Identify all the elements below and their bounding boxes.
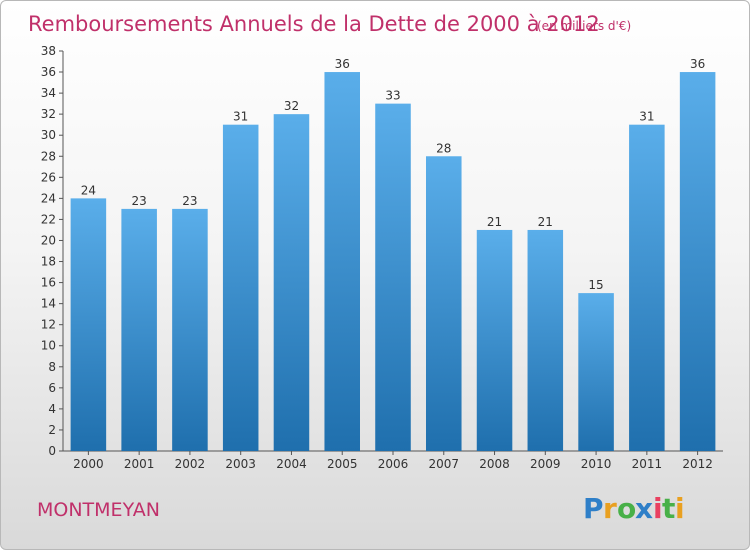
y-tick-label: 6 bbox=[48, 381, 56, 395]
bar bbox=[222, 124, 259, 452]
y-tick-label: 14 bbox=[41, 297, 56, 311]
bar-value-label: 21 bbox=[538, 215, 553, 229]
bar bbox=[273, 114, 310, 451]
x-tick-label: 2000 bbox=[73, 457, 104, 471]
bar-value-label: 23 bbox=[132, 194, 147, 208]
bar-value-label: 15 bbox=[588, 278, 603, 292]
bar bbox=[578, 293, 614, 451]
x-tick-label: 2009 bbox=[530, 457, 561, 471]
chart-subtitle: (en milliers d'€) bbox=[537, 19, 631, 33]
svg-text:r: r bbox=[603, 492, 617, 525]
y-tick-label: 22 bbox=[41, 212, 56, 226]
bar-value-label: 36 bbox=[335, 57, 350, 71]
bar bbox=[629, 124, 665, 452]
x-tick-label: 2001 bbox=[124, 457, 155, 471]
bar-value-label: 23 bbox=[182, 194, 197, 208]
bar bbox=[426, 156, 462, 451]
y-tick-label: 10 bbox=[41, 339, 56, 353]
x-tick-label: 2005 bbox=[327, 457, 358, 471]
y-tick-label: 4 bbox=[48, 402, 56, 416]
bar bbox=[324, 72, 360, 451]
y-tick-label: 16 bbox=[41, 276, 56, 290]
x-tick-label: 2010 bbox=[581, 457, 612, 471]
y-tick-label: 12 bbox=[41, 318, 56, 332]
y-tick-label: 36 bbox=[41, 65, 56, 79]
svg-text:t: t bbox=[662, 492, 675, 525]
svg-text:x: x bbox=[635, 492, 653, 525]
bar-value-label: 31 bbox=[233, 110, 248, 124]
y-tick-label: 28 bbox=[41, 149, 56, 163]
x-tick-label: 2007 bbox=[428, 457, 459, 471]
bar-value-label: 28 bbox=[436, 141, 451, 155]
bar bbox=[679, 72, 716, 451]
svg-text:i: i bbox=[675, 492, 685, 525]
x-tick-label: 2008 bbox=[479, 457, 510, 471]
bar-value-label: 33 bbox=[385, 89, 400, 103]
bar bbox=[476, 229, 513, 451]
bar bbox=[172, 208, 208, 451]
bar bbox=[121, 208, 157, 451]
x-tick-label: 2002 bbox=[175, 457, 206, 471]
bar-value-label: 32 bbox=[284, 99, 299, 113]
bar-value-label: 24 bbox=[81, 183, 96, 197]
x-tick-label: 2003 bbox=[225, 457, 256, 471]
bar bbox=[70, 198, 107, 451]
y-tick-label: 34 bbox=[41, 86, 56, 100]
y-tick-label: 18 bbox=[41, 255, 56, 269]
svg-text:i: i bbox=[653, 492, 663, 525]
commune-name: MONTMEYAN bbox=[37, 499, 160, 521]
bar-value-label: 31 bbox=[639, 110, 654, 124]
y-tick-label: 0 bbox=[48, 444, 56, 458]
bar-value-label: 36 bbox=[690, 57, 705, 71]
proxiti-logo: P r o x i t i bbox=[583, 492, 685, 525]
y-tick-label: 8 bbox=[48, 360, 56, 374]
y-tick-label: 20 bbox=[41, 233, 56, 247]
y-tick-label: 24 bbox=[41, 191, 56, 205]
bars: 24 23 23 31 32 36 33 28 21 21 15 31 36 bbox=[70, 57, 716, 452]
y-tick-label: 26 bbox=[41, 170, 56, 184]
bar-value-label: 21 bbox=[487, 215, 502, 229]
x-tick-label: 2012 bbox=[682, 457, 713, 471]
y-tick-label: 30 bbox=[41, 128, 56, 142]
y-tick-label: 38 bbox=[41, 44, 56, 58]
x-tick-label: 2006 bbox=[378, 457, 409, 471]
bar bbox=[527, 229, 564, 451]
chart-title: Remboursements Annuels de la Dette de 20… bbox=[28, 12, 600, 36]
svg-text:o: o bbox=[617, 492, 636, 525]
y-tick-label: 2 bbox=[48, 423, 56, 437]
svg-text:P: P bbox=[583, 492, 604, 525]
y-tick-label: 32 bbox=[41, 107, 56, 121]
bar bbox=[375, 103, 411, 451]
x-tick-label: 2004 bbox=[276, 457, 307, 471]
x-tick-label: 2011 bbox=[632, 457, 663, 471]
